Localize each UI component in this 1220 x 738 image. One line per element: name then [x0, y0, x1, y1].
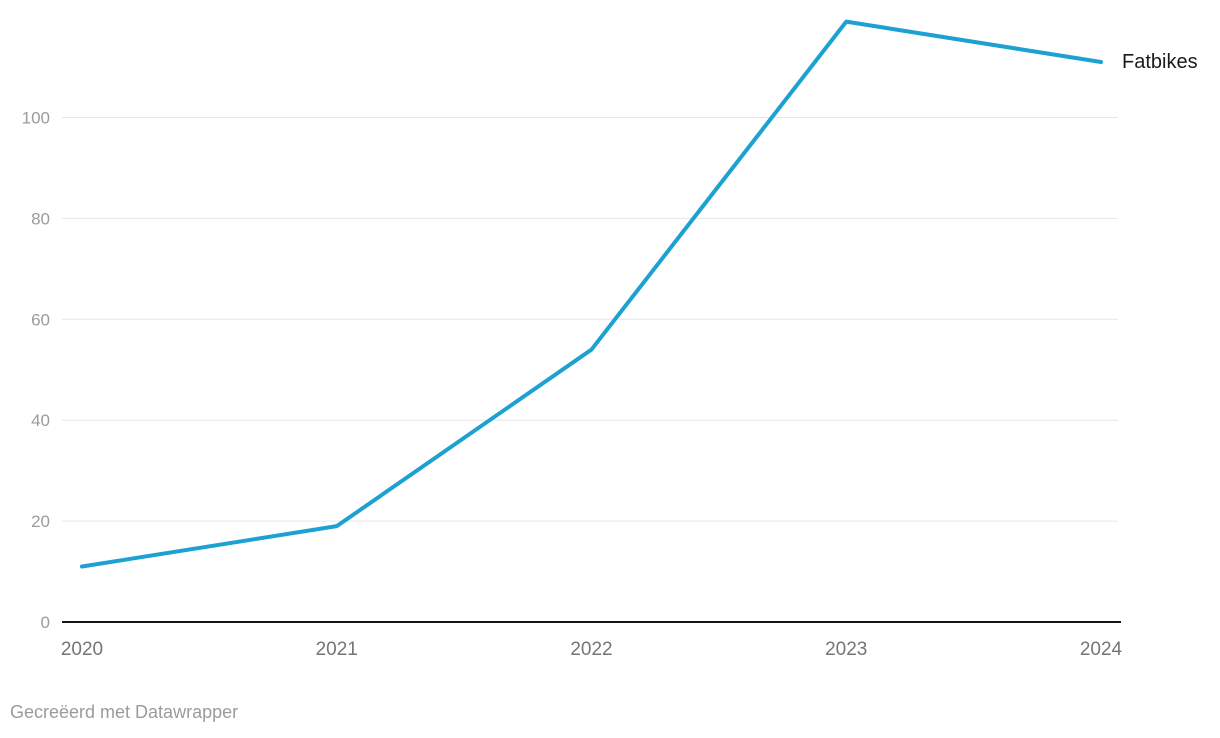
y-tick-label: 40	[31, 411, 50, 430]
series-label-fatbikes: Fatbikes	[1122, 51, 1198, 73]
y-tick-label: 20	[31, 512, 50, 531]
y-tick-label: 80	[31, 209, 50, 228]
x-tick-label: 2023	[825, 639, 867, 660]
x-tick-label: 2020	[61, 639, 103, 660]
x-tick-label: 2022	[570, 639, 612, 660]
y-tick-label: 60	[31, 310, 50, 329]
y-tick-label: 0	[41, 613, 50, 632]
x-tick-label: 2024	[1080, 639, 1123, 660]
x-tick-label: 2021	[316, 639, 358, 660]
series-line-fatbikes	[80, 19, 1103, 569]
datawrapper-credit: Gecreëerd met Datawrapper	[10, 702, 239, 722]
y-tick-label: 100	[22, 109, 50, 128]
